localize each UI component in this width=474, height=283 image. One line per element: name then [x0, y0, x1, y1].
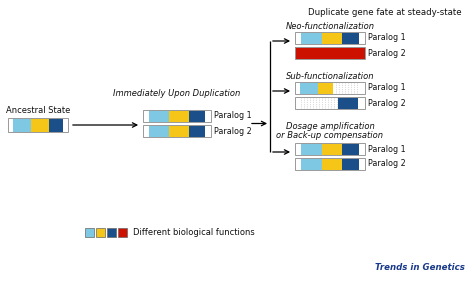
Bar: [295, 47, 365, 59]
Bar: [295, 82, 365, 94]
Text: Immediately Upon Duplication: Immediately Upon Duplication: [113, 89, 241, 98]
Text: or Back-up compensation: or Back-up compensation: [276, 131, 383, 140]
Bar: [143, 125, 211, 137]
Bar: [149, 110, 169, 122]
Text: Trends in Genetics: Trends in Genetics: [375, 263, 465, 272]
Bar: [13, 118, 31, 132]
Bar: [302, 97, 338, 109]
Bar: [205, 110, 211, 122]
Bar: [360, 82, 365, 94]
Bar: [359, 32, 365, 44]
Text: Ancestral State: Ancestral State: [6, 106, 70, 115]
Text: Dosage amplification: Dosage amplification: [286, 122, 374, 131]
Text: Paralog 1: Paralog 1: [368, 33, 406, 42]
Bar: [295, 143, 365, 155]
Bar: [31, 118, 49, 132]
Text: Neo-functionalization: Neo-functionalization: [285, 22, 374, 31]
Bar: [8, 118, 68, 132]
Bar: [118, 228, 127, 237]
Bar: [333, 82, 360, 94]
Bar: [358, 97, 365, 109]
Bar: [295, 158, 301, 170]
Bar: [8, 118, 13, 132]
Bar: [295, 97, 365, 109]
Text: Paralog 2: Paralog 2: [214, 127, 252, 136]
Text: Paralog 2: Paralog 2: [368, 160, 406, 168]
Text: Paralog 1: Paralog 1: [368, 83, 406, 93]
Bar: [342, 158, 359, 170]
Bar: [143, 110, 211, 122]
Bar: [295, 158, 365, 170]
Text: Sub-functionalization: Sub-functionalization: [286, 72, 374, 81]
Bar: [149, 125, 169, 137]
Bar: [189, 125, 205, 137]
Bar: [301, 32, 322, 44]
Bar: [295, 47, 365, 59]
Bar: [143, 125, 149, 137]
Text: Paralog 1: Paralog 1: [214, 112, 252, 121]
Bar: [301, 143, 322, 155]
Bar: [359, 158, 365, 170]
Bar: [319, 82, 333, 94]
Bar: [107, 228, 116, 237]
Bar: [301, 82, 319, 94]
Bar: [169, 125, 189, 137]
Bar: [342, 32, 359, 44]
Bar: [85, 228, 94, 237]
Text: Duplicate gene fate at steady-state: Duplicate gene fate at steady-state: [308, 8, 462, 17]
Bar: [295, 32, 365, 44]
Text: Paralog 2: Paralog 2: [368, 48, 406, 57]
Bar: [49, 118, 63, 132]
Text: Paralog 2: Paralog 2: [368, 98, 406, 108]
Bar: [322, 143, 342, 155]
Bar: [169, 110, 189, 122]
Bar: [322, 158, 342, 170]
Bar: [338, 97, 358, 109]
Bar: [342, 143, 359, 155]
Text: Paralog 1: Paralog 1: [368, 145, 406, 153]
Bar: [96, 228, 105, 237]
Bar: [205, 125, 211, 137]
Bar: [301, 158, 322, 170]
Bar: [295, 82, 301, 94]
Bar: [143, 110, 149, 122]
Bar: [359, 143, 365, 155]
Bar: [63, 118, 68, 132]
Bar: [295, 97, 302, 109]
Text: Different biological functions: Different biological functions: [133, 228, 255, 237]
Bar: [295, 32, 301, 44]
Bar: [189, 110, 205, 122]
Bar: [322, 32, 342, 44]
Bar: [295, 143, 301, 155]
